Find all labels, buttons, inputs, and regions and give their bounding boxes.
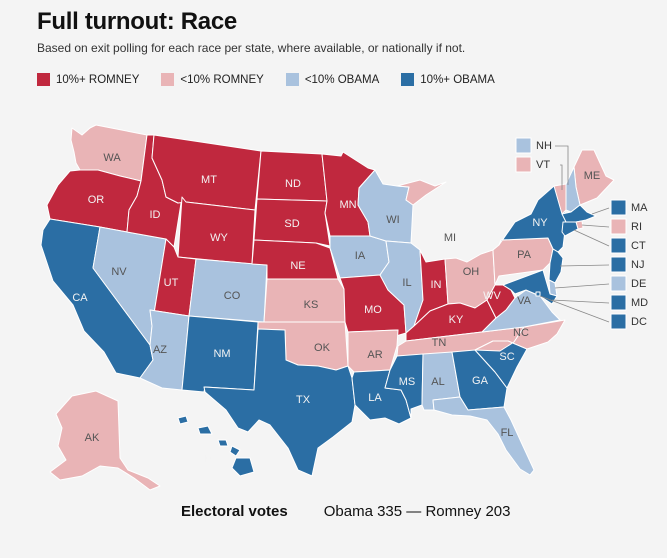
state-label: IA: [355, 250, 366, 262]
state-label: MT: [201, 174, 217, 186]
state-label: LA: [368, 392, 382, 404]
state-label: WA: [103, 152, 121, 164]
state-label: IL: [402, 277, 411, 289]
side-box-label: DE: [631, 278, 646, 290]
legend: 10%+ ROMNEY <10% ROMNEY <10% OBAMA 10%+ …: [37, 73, 517, 86]
legend-label: <10% OBAMA: [304, 73, 380, 86]
side-box-ma[interactable]: MA: [610, 199, 648, 216]
side-box-de[interactable]: DE: [610, 275, 646, 292]
state-label: FL: [501, 427, 514, 439]
side-box-label: NH: [536, 140, 552, 152]
state-label: OR: [88, 194, 105, 206]
state-label: AZ: [153, 344, 167, 356]
electoral-votes-result: Obama 335 — Romney 203: [323, 503, 511, 520]
state-label: SD: [284, 218, 299, 230]
state-label: NV: [111, 266, 127, 278]
legend-label: <10% ROMNEY: [180, 73, 264, 86]
chart-title: Full turnout: Race: [37, 8, 237, 35]
leader-line: [560, 164, 563, 190]
side-box-label: CT: [631, 240, 646, 252]
state-label: CO: [224, 290, 241, 302]
side-box-vt[interactable]: VT: [515, 156, 550, 173]
legend-label: 10%+ OBAMA: [420, 73, 495, 86]
state-label: CA: [72, 292, 88, 304]
state-label: ID: [150, 209, 161, 221]
legend-swatch: [285, 73, 299, 86]
state-dc[interactable]: [535, 291, 541, 297]
state-labels: WA OR CA NV ID MT WY UT AZ CO NM ND SD N…: [72, 152, 600, 465]
state-label: NE: [290, 260, 305, 272]
legend-item-romney-10plus: 10%+ ROMNEY: [37, 73, 139, 86]
state-nc[interactable]: [474, 319, 566, 352]
state-label: MO: [364, 304, 382, 316]
side-box-label: MD: [631, 297, 648, 309]
state-label: KS: [304, 299, 319, 311]
state-wv[interactable]: [486, 284, 516, 319]
state-label: KY: [449, 314, 464, 326]
state-mi[interactable]: [396, 179, 447, 206]
state-label: PA: [517, 249, 532, 261]
state-ct[interactable]: [561, 221, 579, 237]
state-label: MN: [339, 199, 356, 211]
state-label: WV: [483, 290, 501, 302]
leader-line: [555, 145, 569, 185]
side-box-label: MA: [631, 202, 648, 214]
state-label: IN: [431, 279, 442, 291]
legend-item-obama-under10: <10% OBAMA: [285, 73, 380, 86]
side-box-ri[interactable]: RI: [610, 218, 642, 235]
legend-swatch: [401, 73, 415, 86]
legend-item-romney-under10: <10% ROMNEY: [161, 73, 264, 86]
side-box-nj[interactable]: NJ: [610, 256, 644, 273]
state-label: SC: [499, 351, 514, 363]
state-label: ND: [285, 178, 301, 190]
state-label: UT: [164, 277, 179, 289]
state-nd[interactable]: [256, 150, 328, 202]
state-ak[interactable]: [49, 390, 161, 491]
state-md[interactable]: [502, 269, 558, 305]
side-box-label: RI: [631, 221, 642, 233]
electoral-votes-label: Electoral votes: [181, 503, 288, 520]
electoral-votes-footer: Electoral votes Obama 335 — Romney 203: [181, 503, 511, 520]
state-label: ME: [584, 170, 601, 182]
state-hi[interactable]: [177, 415, 255, 477]
state-label: NM: [213, 348, 230, 360]
chart-subtitle: Based on exit polling for each race per …: [37, 41, 466, 55]
state-label: VA: [517, 295, 532, 307]
state-label: WI: [386, 214, 399, 226]
legend-item-obama-10plus: 10%+ OBAMA: [401, 73, 495, 86]
legend-swatch: [161, 73, 175, 86]
side-box-label: VT: [536, 159, 550, 171]
state-label: WY: [210, 232, 228, 244]
state-label: AK: [85, 432, 100, 444]
side-box-label: NJ: [631, 259, 644, 271]
state-label: OK: [314, 342, 331, 354]
state-label: GA: [472, 375, 489, 387]
side-box-ct[interactable]: CT: [610, 237, 646, 254]
side-box-md[interactable]: MD: [610, 294, 648, 311]
state-tx[interactable]: [203, 328, 356, 477]
state-label: NY: [532, 217, 548, 229]
state-label: MI: [444, 232, 456, 244]
side-box-label: DC: [631, 316, 647, 328]
legend-swatch: [37, 73, 50, 86]
state-label: AR: [367, 349, 382, 361]
state-label: HI: [205, 453, 216, 465]
state-fl[interactable]: [432, 396, 535, 476]
state-label: MS: [399, 376, 416, 388]
state-label: TN: [432, 337, 447, 349]
legend-label: 10%+ ROMNEY: [56, 73, 140, 86]
leader-lines-right: [539, 207, 610, 323]
side-box-dc[interactable]: DC: [610, 313, 647, 330]
state-label: AL: [431, 376, 444, 388]
state-label: OH: [463, 266, 480, 278]
state-label: NC: [513, 327, 529, 339]
side-box-nh[interactable]: NH: [515, 137, 552, 154]
state-label: TX: [296, 394, 311, 406]
